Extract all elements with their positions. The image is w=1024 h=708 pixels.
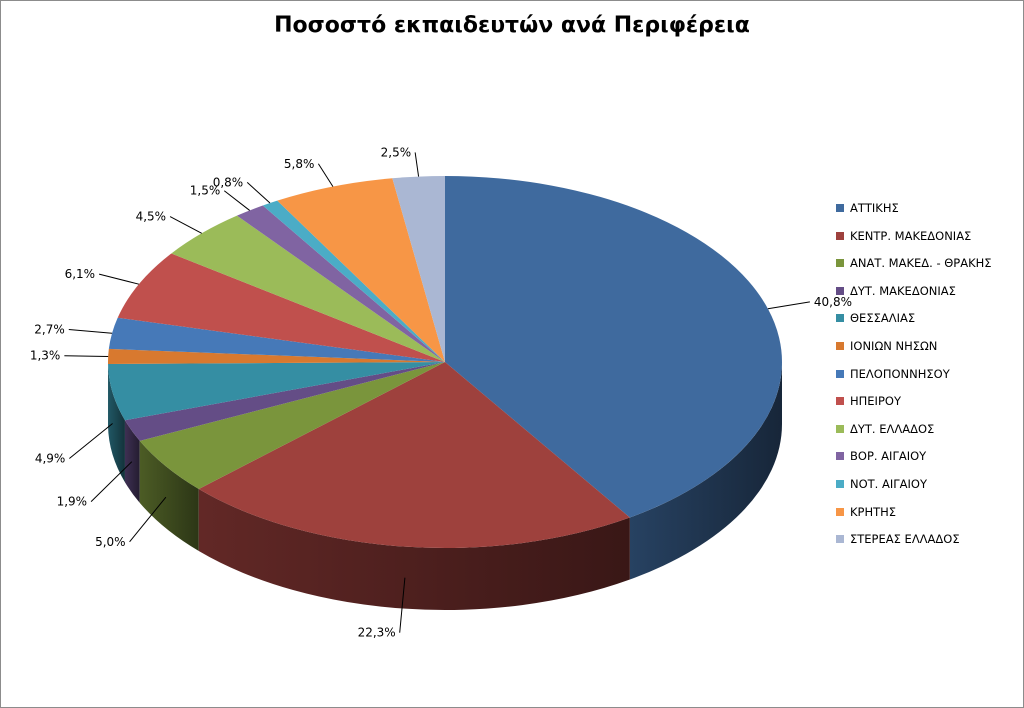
legend-label: ΝΟΤ. ΑΙΓΑΙΟΥ (850, 477, 927, 491)
legend-item-ανατ-μακεδ-θρακης: ΑΝΑΤ. ΜΑΚΕΔ. - ΘΡΑΚΗΣ (836, 255, 992, 271)
legend-label: ΘΕΣΣΑΛΙΑΣ (850, 311, 916, 326)
legend-item-θεσσαλιας: ΘΕΣΣΑΛΙΑΣ (836, 310, 915, 326)
pie-side-θεσσαλιας (108, 364, 125, 483)
legend-item-αττικης: ΑΤΤΙΚΗΣ (836, 200, 899, 216)
data-label-βορ-αιγαιου: 1,5% (190, 184, 221, 198)
legend-swatch (836, 397, 844, 406)
legend-swatch (836, 480, 844, 488)
leader-line-αττικης (767, 301, 810, 310)
legend-label: ΣΤΕΡΕΑΣ ΕΛΛΑΔΟΣ (850, 532, 960, 547)
legend-label: ΚΡΗΤΗΣ (850, 504, 897, 519)
legend-swatch (836, 342, 844, 350)
legend-swatch (836, 314, 844, 323)
legend-swatch (836, 424, 844, 433)
legend-item-δυτ-μακεδονιας: ΔΥΤ. ΜΑΚΕΔΟΝΙΑΣ (836, 283, 956, 299)
pie-slice-πελοποννησου (108, 317, 445, 362)
legend-item-βορ-αιγαιου: ΒΟΡ. ΑΙΓΑΙΟΥ (836, 448, 926, 464)
leader-line-πελοποννησου (68, 328, 113, 334)
legend-item-δυτ-ελλαδος: ΔΥΤ. ΕΛΛΑΔΟΣ (836, 421, 934, 437)
pie-slice-στερεας-ελλαδος (392, 176, 445, 362)
pie-slice-ανατ-μακεδ-θρακης (139, 362, 445, 490)
legend-swatch (836, 231, 844, 240)
data-label-στερεας-ελλαδος: 2,5% (381, 145, 412, 159)
legend-swatch (836, 535, 844, 544)
pie-side-ανατ-μακεδ-θρακης (139, 440, 199, 552)
data-label-ανατ-μακεδ-θρακης: 5,0% (95, 535, 126, 549)
data-label-αττικης: 40,8% (814, 295, 852, 309)
pie-side-αττικης (629, 362, 782, 580)
legend-item-πελοποννησου: ΠΕΛΟΠΟΝΝΗΣΟΥ (836, 366, 950, 382)
pie-side-κεντρ-μακεδονιας (198, 489, 630, 610)
pie-slice-κεντρ-μακεδονιας (198, 362, 630, 548)
pie-slice-βορ-αιγαιου (236, 205, 445, 362)
legend-item-ιονιων-νησων: ΙΟΝΙΩΝ ΝΗΣΩΝ (836, 338, 937, 354)
leader-line-δυτ-ελλαδος (169, 216, 202, 234)
legend-item-κεντρ-μακεδονιας: ΚΕΝΤΡ. ΜΑΚΕΔΟΝΙΑΣ (836, 228, 971, 244)
legend-item-κρητης: ΚΡΗΤΗΣ (836, 504, 896, 520)
leader-line-κεντρ-μακεδονιας (399, 577, 406, 633)
pie-side-δυτ-μακεδονιας (124, 420, 140, 503)
leader-line-θεσσαλιας (69, 423, 113, 459)
data-label-δυτ-ελλαδος: 4,5% (136, 210, 167, 224)
pie-slice-κρητης (277, 178, 445, 362)
data-label-κρητης: 5,8% (284, 157, 315, 171)
legend-label: ΔΥΤ. ΕΛΛΑΔΟΣ (850, 421, 935, 436)
pie-slice-δυτ-μακεδονιας (124, 362, 445, 441)
pie-slice-δυτ-ελλαδος (171, 215, 446, 362)
data-label-πελοποννησου: 2,7% (34, 322, 65, 336)
legend-swatch (836, 369, 844, 378)
legend-swatch (836, 286, 844, 295)
data-label-ηπειρου: 6,1% (65, 267, 96, 281)
pie-slice-αττικης (445, 176, 782, 518)
leader-line-ιονιων-νησων (64, 355, 109, 357)
legend-swatch (836, 452, 844, 461)
legend-item-στερεας-ελλαδος: ΣΤΕΡΕΑΣ ΕΛΛΑΔΟΣ (836, 531, 960, 547)
legend-item-νοτ-αιγαιου: ΝΟΤ. ΑΙΓΑΙΟΥ (836, 476, 927, 492)
legend-label: ΔΥΤ. ΜΑΚΕΔΟΝΙΑΣ (850, 283, 956, 298)
pie-slice-ιονιων-νησων (108, 348, 446, 365)
legend-label: ΙΟΝΙΩΝ ΝΗΣΩΝ (850, 339, 938, 353)
legend-swatch (836, 507, 844, 516)
legend-swatch (836, 259, 844, 268)
leader-line-ανατ-μακεδ-θρακης (129, 496, 167, 543)
legend-item-ηπειρου: ΗΠΕΙΡΟΥ (836, 393, 901, 409)
legend-label: ΑΤΤΙΚΗΣ (850, 201, 899, 215)
leader-line-ηπειρου (98, 273, 140, 285)
pie-slice-ηπειρου (117, 253, 446, 362)
legend-label: ΒΟΡ. ΑΙΓΑΙΟΥ (850, 449, 927, 464)
data-label-κεντρ-μακεδονιας: 22,3% (358, 626, 396, 640)
leader-line-στερεας-ελλαδος (414, 152, 420, 177)
leader-line-βορ-αιγαιου (223, 190, 250, 211)
leader-line-κρητης (317, 163, 334, 187)
legend-label: ΠΕΛΟΠΟΝΝΗΣΟΥ (850, 366, 950, 381)
data-label-θεσσαλιας: 4,9% (35, 451, 66, 465)
legend-label: ΗΠΕΙΡΟΥ (850, 394, 901, 409)
data-label-νοτ-αιγαιου: 0,8% (213, 175, 244, 189)
leader-line-νοτ-αιγαιου (246, 182, 271, 204)
leader-line-δυτ-μακεδονιας (90, 461, 133, 502)
legend-label: ΚΕΝΤΡ. ΜΑΚΕΔΟΝΙΑΣ (850, 228, 972, 243)
chart-title: Ποσοστό εκπαιδευτών ανά Περιφέρεια (274, 13, 750, 38)
legend-swatch (836, 204, 844, 212)
legend-label: ΑΝΑΤ. ΜΑΚΕΔ. - ΘΡΑΚΗΣ (850, 256, 992, 271)
data-label-ιονιων-νησων: 1,3% (30, 349, 61, 363)
data-label-δυτ-μακεδονιας: 1,9% (57, 495, 88, 509)
pie-slice-νοτ-αιγαιου (262, 200, 445, 362)
pie-slice-θεσσαλιας (108, 362, 446, 421)
